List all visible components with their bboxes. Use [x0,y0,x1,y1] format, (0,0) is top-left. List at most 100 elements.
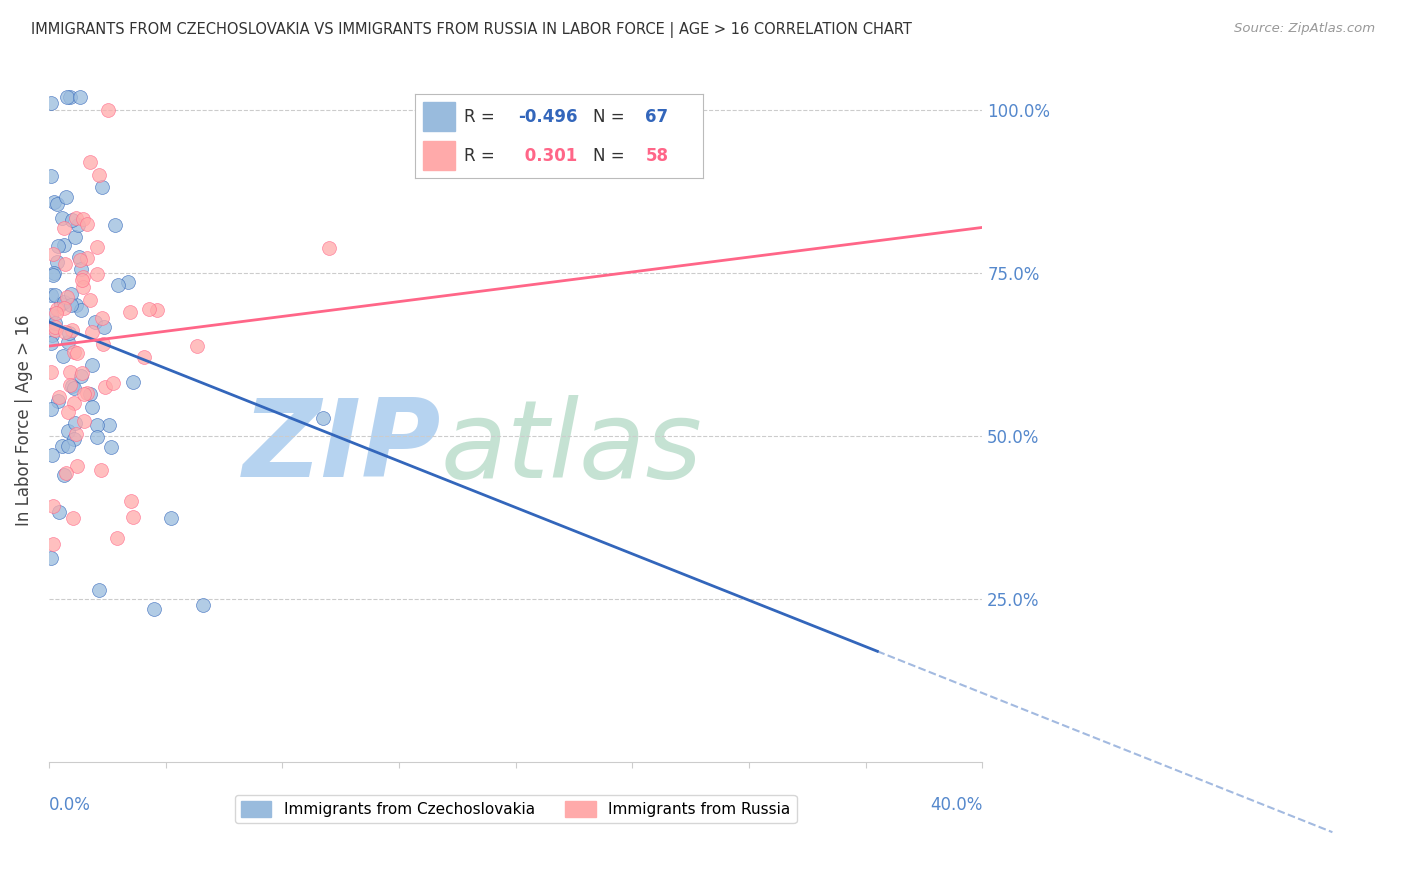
Point [60,213,83,227]
Point [80,325,103,339]
Point [122,375,145,389]
Point [86,430,108,444]
Point [122,510,145,524]
Point [69,90,91,104]
Point [79,386,101,401]
Bar [423,103,456,131]
Text: -0.496: -0.496 [519,108,578,126]
Point [44,323,66,337]
Point [160,511,183,525]
Point [44,316,66,330]
Point [59,286,82,301]
Point [48,505,70,519]
Point [56,290,79,304]
Point [53,467,76,482]
Point [42,537,65,551]
Point [58,439,80,453]
Point [134,350,156,364]
Point [87,169,110,183]
Point [53,221,76,235]
Point [39,550,62,565]
Point [117,276,139,290]
Point [56,424,79,438]
Point [76,386,98,401]
Point [55,190,77,204]
Text: R =: R = [464,146,499,164]
Point [65,426,87,441]
Text: 0.301: 0.301 [519,146,576,164]
Point [94,380,117,394]
Point [59,90,82,104]
Point [98,417,121,432]
Text: N =: N = [593,108,630,126]
Point [41,336,63,351]
Text: Source: ZipAtlas.com: Source: ZipAtlas.com [1234,22,1375,36]
Point [142,601,165,615]
Point [62,432,84,446]
Point [53,238,76,252]
Point [84,314,107,328]
Point [186,339,208,353]
Point [42,195,65,210]
Point [46,301,69,316]
Y-axis label: In Labor Force | Age > 16: In Labor Force | Age > 16 [15,314,32,525]
Text: atlas: atlas [441,394,703,500]
Point [42,268,65,283]
Point [48,394,70,409]
Point [45,196,67,211]
Point [87,583,110,598]
Point [41,247,63,261]
Text: 0.0%: 0.0% [49,796,91,814]
Point [67,251,90,265]
Point [41,499,63,513]
Text: 58: 58 [645,146,668,164]
Text: IMMIGRANTS FROM CZECHOSLOVAKIA VS IMMIGRANTS FROM RUSSIA IN LABOR FORCE | AGE > : IMMIGRANTS FROM CZECHOSLOVAKIA VS IMMIGR… [31,22,912,38]
Point [70,261,93,276]
Point [72,387,94,401]
Point [97,103,120,118]
Point [53,325,76,339]
Point [51,211,73,225]
Point [145,303,167,318]
Point [86,418,108,433]
Point [80,400,103,414]
Point [65,211,87,225]
Point [91,180,114,194]
Point [101,376,124,391]
Point [76,218,98,232]
Point [55,466,77,480]
Point [100,441,122,455]
Point [107,278,129,293]
Point [118,305,141,319]
Point [46,254,69,268]
Point [82,359,104,373]
Point [41,169,63,183]
Text: R =: R = [464,108,499,126]
Point [86,268,108,282]
Point [104,219,127,233]
Point [62,510,84,524]
Point [138,301,160,316]
Text: 40.0%: 40.0% [929,796,983,814]
Point [39,401,62,416]
Point [62,396,84,410]
Point [67,218,90,232]
Point [56,405,79,419]
Point [56,334,79,349]
Point [59,365,82,379]
Point [312,410,335,425]
Point [45,305,67,319]
Point [70,273,93,287]
Point [91,337,114,351]
Point [60,378,83,392]
Point [86,239,108,253]
Point [48,390,70,404]
Point [39,365,62,379]
Point [69,368,91,383]
Point [65,229,87,244]
Point [60,323,83,337]
Point [52,294,75,309]
Text: 67: 67 [645,108,668,126]
Bar [423,141,456,169]
Point [39,95,62,110]
